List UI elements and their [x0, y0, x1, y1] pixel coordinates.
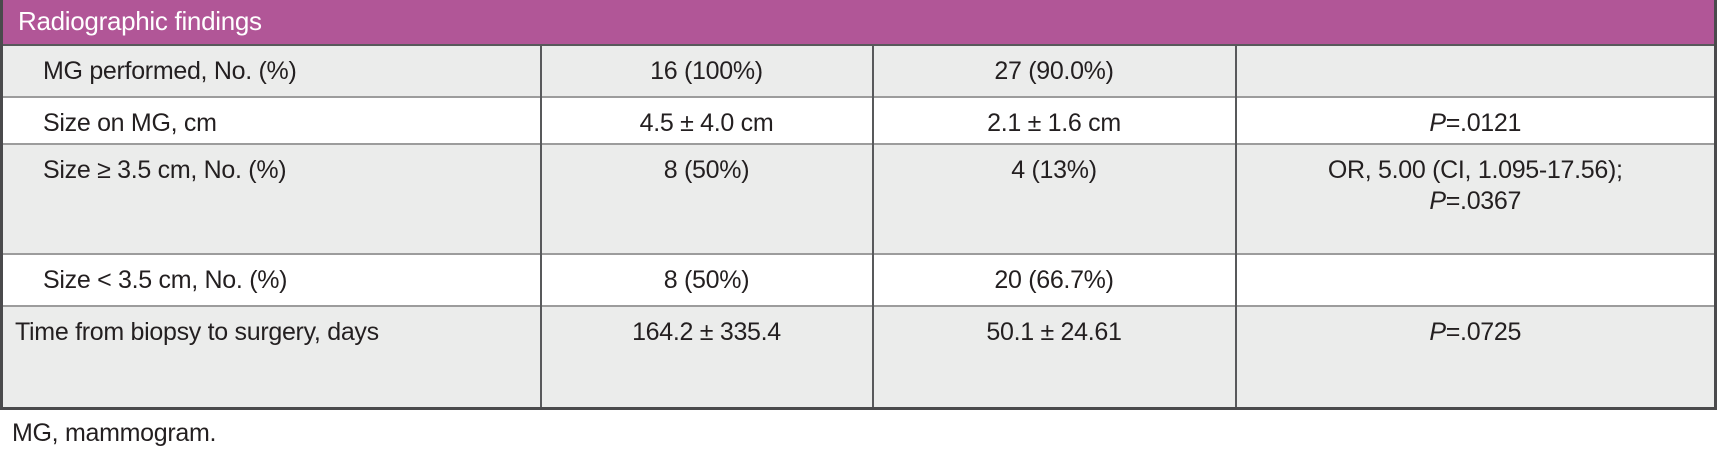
stat-value: [1234, 253, 1716, 306]
p-value: =.0121: [1445, 109, 1522, 137]
group2-value: 20 (66.7%): [871, 253, 1236, 306]
row-label: MG performed, No. (%): [1, 45, 541, 97]
stat-value: [1234, 45, 1716, 97]
odds-ratio-text: OR, 5.00 (CI, 1.095-17.56);: [1327, 156, 1623, 184]
group2-value: 27 (90.0%): [871, 45, 1236, 97]
stat-value: OR, 5.00 (CI, 1.095-17.56); P=.0367: [1234, 143, 1716, 254]
table-row-size-ge-3-5: Size ≥ 3.5 cm, No. (%) 8 (50%) 4 (13%) O…: [1, 143, 1716, 254]
group1-value: 8 (50%): [539, 143, 873, 254]
stat-value: P=.0725: [1234, 305, 1716, 408]
table-row-mg-performed: MG performed, No. (%) 16 (100%) 27 (90.0…: [1, 45, 1716, 97]
group2-value: 2.1 ± 1.6 cm: [871, 96, 1236, 144]
table-row-size-lt-3-5: Size < 3.5 cm, No. (%) 8 (50%) 20 (66.7%…: [1, 253, 1716, 306]
group1-value: 8 (50%): [539, 253, 873, 306]
group1-value: 4.5 ± 4.0 cm: [539, 96, 873, 144]
p-symbol: P: [1429, 318, 1446, 346]
p-value: =.0725: [1445, 318, 1522, 346]
table-row-size-on-mg: Size on MG, cm 4.5 ± 4.0 cm 2.1 ± 1.6 cm…: [1, 96, 1716, 144]
row-label: Size ≥ 3.5 cm, No. (%): [1, 143, 541, 254]
group2-value: 50.1 ± 24.61: [871, 305, 1236, 408]
p-symbol: P: [1429, 109, 1446, 137]
p-value: =.0367: [1445, 187, 1522, 215]
row-label: Time from biopsy to surgery, days: [1, 305, 541, 408]
row-label: Size on MG, cm: [1, 96, 541, 144]
radiographic-findings-table: Radiographic findings MG performed, No. …: [0, 0, 1717, 410]
group1-value: 16 (100%): [539, 45, 873, 97]
section-header: Radiographic findings: [1, 0, 1716, 46]
group1-value: 164.2 ± 335.4: [539, 305, 873, 408]
p-symbol: P: [1429, 187, 1446, 215]
row-label: Size < 3.5 cm, No. (%): [1, 253, 541, 306]
section-header-row: Radiographic findings: [1, 0, 1716, 46]
table-row-time-biopsy-surgery: Time from biopsy to surgery, days 164.2 …: [1, 305, 1716, 408]
stat-value: P=.0121: [1234, 96, 1716, 144]
table-footnote: MG, mammogram.: [12, 418, 217, 447]
group2-value: 4 (13%): [871, 143, 1236, 254]
